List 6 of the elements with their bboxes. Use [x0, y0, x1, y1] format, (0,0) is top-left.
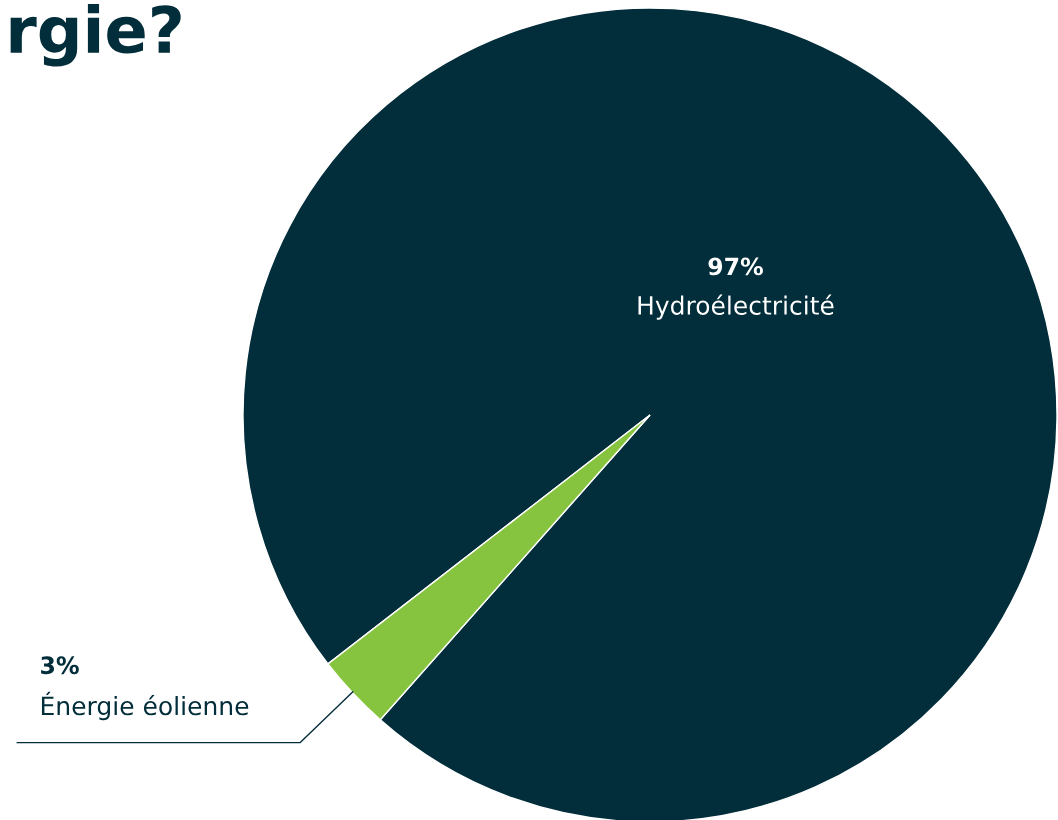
slice-label: Énergie éolienne: [41, 691, 249, 721]
pie-slice: [327, 414, 651, 721]
data-label: 97%: [708, 257, 763, 276]
data-label: 3%: [41, 656, 79, 675]
chart-title: rgie?: [10, 4, 181, 67]
slice-label: Hydroélectricité: [638, 294, 834, 320]
